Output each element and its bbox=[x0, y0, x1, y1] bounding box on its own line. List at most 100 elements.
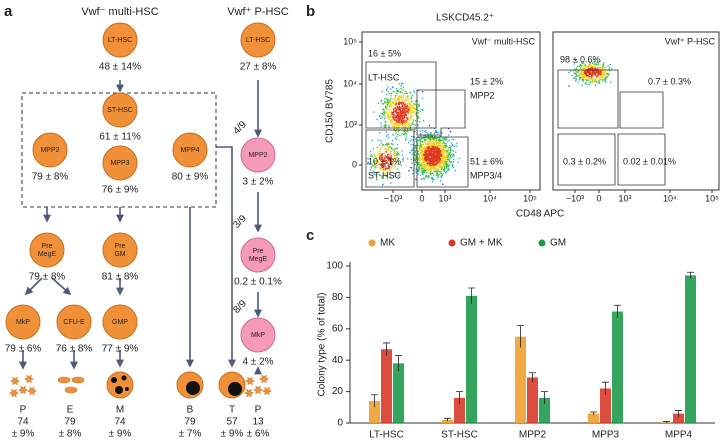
dot bbox=[432, 172, 434, 174]
dot bbox=[409, 140, 412, 142]
dot bbox=[384, 116, 386, 118]
dot bbox=[579, 74, 581, 76]
dot bbox=[389, 170, 391, 172]
dot bbox=[430, 177, 433, 179]
dot bbox=[424, 157, 427, 159]
node-value: 76 ± 9% bbox=[102, 185, 139, 196]
dot bbox=[424, 158, 427, 160]
dot bbox=[431, 153, 433, 156]
dot bbox=[433, 148, 435, 150]
dot bbox=[601, 67, 603, 69]
dot bbox=[440, 150, 442, 152]
arrow bbox=[216, 146, 236, 368]
dot bbox=[381, 153, 383, 155]
cell-node bbox=[102, 92, 138, 128]
dot bbox=[418, 117, 420, 119]
dot bbox=[611, 68, 613, 70]
legend-label: GM + MK bbox=[460, 238, 503, 249]
dot bbox=[609, 70, 611, 72]
dot bbox=[397, 100, 400, 102]
dot bbox=[431, 167, 433, 169]
dot bbox=[424, 144, 427, 146]
dot bbox=[420, 158, 422, 160]
dot bbox=[396, 113, 398, 115]
dot bbox=[395, 126, 397, 129]
dot bbox=[434, 150, 436, 152]
dot bbox=[440, 153, 442, 156]
dot bbox=[592, 62, 594, 64]
dot bbox=[429, 160, 432, 162]
dot bbox=[432, 147, 435, 149]
dot bbox=[607, 73, 609, 75]
dot bbox=[419, 159, 421, 161]
dot bbox=[442, 150, 444, 153]
dot bbox=[399, 109, 401, 111]
dot bbox=[424, 160, 426, 162]
dot bbox=[433, 150, 435, 152]
dot bbox=[400, 87, 402, 90]
dot bbox=[426, 157, 428, 159]
dot bbox=[591, 79, 593, 82]
dot bbox=[436, 162, 438, 164]
dot bbox=[398, 154, 400, 156]
dot bbox=[392, 109, 395, 111]
dot bbox=[407, 99, 409, 101]
dot bbox=[441, 175, 443, 177]
dot bbox=[429, 159, 431, 161]
dot bbox=[436, 147, 438, 149]
dot bbox=[452, 150, 454, 152]
dot bbox=[417, 112, 420, 114]
dot bbox=[451, 163, 454, 165]
dot bbox=[440, 158, 442, 160]
dot bbox=[573, 77, 575, 79]
dot bbox=[384, 155, 386, 157]
bar bbox=[527, 377, 538, 423]
dot bbox=[401, 108, 403, 110]
dot bbox=[377, 166, 379, 168]
dot bbox=[599, 77, 601, 79]
dot bbox=[417, 159, 419, 161]
dot bbox=[575, 72, 577, 74]
dot bbox=[604, 80, 606, 82]
dot bbox=[394, 128, 396, 130]
dot bbox=[409, 108, 411, 110]
dot bbox=[439, 139, 441, 141]
dot bbox=[432, 160, 434, 162]
dot bbox=[381, 116, 383, 118]
dot bbox=[590, 64, 592, 66]
dot bbox=[436, 160, 438, 162]
dot bbox=[418, 148, 420, 150]
dot bbox=[414, 151, 416, 153]
dot bbox=[580, 73, 582, 75]
dot bbox=[445, 145, 447, 147]
dot bbox=[383, 111, 385, 113]
dot bbox=[422, 147, 424, 149]
dot bbox=[581, 61, 583, 63]
dot bbox=[443, 151, 445, 154]
dot bbox=[445, 160, 447, 162]
dot bbox=[440, 155, 443, 157]
dot bbox=[440, 172, 442, 174]
output-error: ± 9% bbox=[221, 429, 244, 440]
dot bbox=[442, 149, 445, 152]
dot bbox=[407, 158, 409, 160]
dot bbox=[584, 66, 586, 68]
dot bbox=[396, 105, 398, 108]
dot bbox=[594, 73, 597, 75]
dot bbox=[378, 171, 380, 173]
dot bbox=[381, 90, 383, 93]
dot bbox=[604, 73, 606, 76]
dot bbox=[394, 117, 396, 119]
dot bbox=[410, 158, 412, 160]
output-value: 79 bbox=[184, 417, 196, 428]
dot bbox=[386, 135, 388, 137]
gate-label: ST-HSC bbox=[368, 170, 402, 180]
dot bbox=[581, 62, 583, 65]
dot bbox=[440, 180, 442, 182]
dot bbox=[375, 162, 377, 164]
panel-label: b bbox=[306, 3, 315, 20]
dot bbox=[370, 150, 372, 153]
dot bbox=[415, 146, 418, 149]
dot bbox=[588, 64, 591, 66]
dot bbox=[380, 142, 383, 144]
